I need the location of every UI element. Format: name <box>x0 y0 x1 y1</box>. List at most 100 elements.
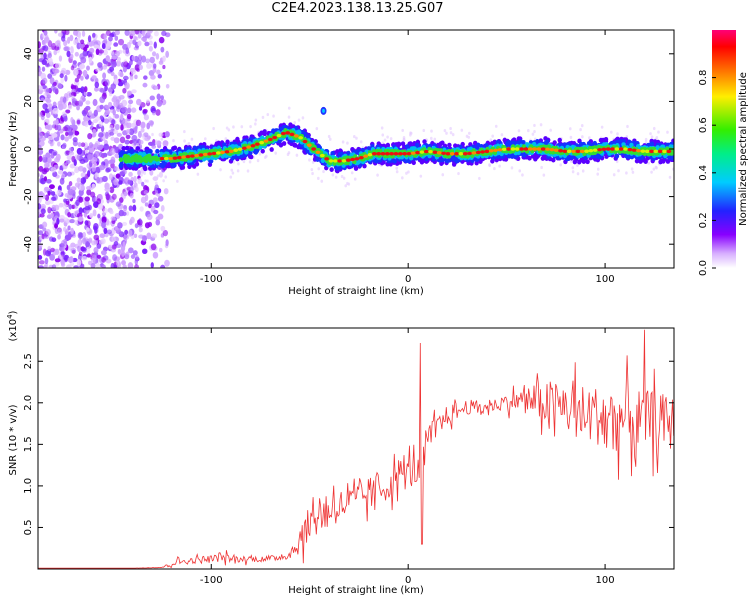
ridge-core <box>207 152 213 156</box>
noise-speckle <box>131 55 136 61</box>
isolated-blob-core <box>322 108 325 113</box>
noise-speckle <box>70 227 74 235</box>
ridge-core <box>597 147 602 152</box>
noise-speckle <box>45 88 52 93</box>
noise-speckle <box>47 135 54 141</box>
noise-speckle <box>145 58 151 64</box>
y-tick-label: 20 <box>23 95 34 108</box>
ridge-core <box>614 147 620 151</box>
noise-speckle <box>51 264 57 268</box>
faint-speckle <box>355 136 358 140</box>
noise-speckle <box>55 153 61 161</box>
noise-speckle <box>144 194 149 202</box>
ridge-core <box>215 151 221 155</box>
faint-speckle <box>315 127 319 131</box>
ridge-mark <box>543 140 548 146</box>
faint-speckle <box>644 137 648 142</box>
ridge-mark <box>400 141 406 147</box>
faint-speckle <box>131 142 135 147</box>
noise-speckle <box>49 253 55 261</box>
ridge-mark <box>118 163 123 169</box>
noise-speckle <box>72 60 77 65</box>
ridge-mark <box>269 147 274 152</box>
faint-speckle <box>231 171 235 175</box>
noise-speckle <box>137 219 141 225</box>
ridge-core <box>657 149 663 154</box>
ridge-mark <box>533 156 538 162</box>
noise-speckle <box>91 254 97 261</box>
faint-speckle <box>422 128 426 133</box>
ridge-mark <box>235 136 240 142</box>
noise-speckle <box>60 134 65 141</box>
noise-speckle <box>132 198 136 204</box>
ridge-mark <box>431 156 436 162</box>
faint-speckle <box>494 124 498 128</box>
noise-speckle <box>91 75 97 80</box>
faint-speckle <box>609 130 613 134</box>
ridge-core <box>254 142 260 146</box>
noise-speckle <box>128 229 133 237</box>
faint-speckle <box>183 129 186 134</box>
faint-speckle <box>322 169 325 174</box>
snr-frame <box>37 327 675 570</box>
ridge-core <box>662 149 667 154</box>
noise-speckle <box>151 110 156 116</box>
faint-speckle <box>652 167 656 171</box>
noise-speckle <box>69 53 74 60</box>
ridge-mark <box>511 140 516 146</box>
ridge-mark <box>244 149 249 155</box>
noise-speckle <box>130 176 134 182</box>
faint-speckle <box>381 133 385 137</box>
noise-speckle <box>155 109 161 116</box>
noise-speckle <box>151 84 156 89</box>
noise-speckle <box>62 255 68 261</box>
ridge-mark <box>225 139 230 145</box>
noise-speckle <box>84 206 91 211</box>
noise-speckle <box>57 32 64 37</box>
noise-speckle <box>70 83 75 90</box>
snr-multiplier: (x104) <box>6 310 19 341</box>
ridge-core <box>376 152 382 156</box>
faint-speckle <box>254 122 257 126</box>
ridge-mark <box>468 142 473 147</box>
ridge-core <box>324 157 330 161</box>
noise-speckle <box>98 120 104 128</box>
noise-speckle <box>85 173 89 180</box>
noise-speckle <box>113 78 119 86</box>
faint-speckle <box>162 179 165 183</box>
noise-speckle <box>109 186 115 194</box>
ridge-core <box>601 147 607 151</box>
ridge-core <box>484 149 490 154</box>
noise-speckle <box>93 44 100 49</box>
noise-speckle <box>99 151 103 158</box>
y-tick-label: 1.5 <box>23 436 34 452</box>
colorbar-tick-label: 0.0 <box>698 260 709 276</box>
ridge-core <box>445 152 451 156</box>
noise-speckle <box>160 225 166 232</box>
colorbar-tick-label: 0.2 <box>698 212 709 228</box>
noise-speckle <box>93 239 99 245</box>
noise-speckle <box>38 132 44 139</box>
noise-speckle <box>146 63 152 69</box>
faint-speckle <box>489 138 493 142</box>
ridge-core <box>172 156 178 160</box>
ridge-core <box>462 152 468 156</box>
ridge-mark <box>586 141 592 146</box>
ridge-mark <box>135 146 141 151</box>
noise-speckle <box>92 209 97 217</box>
noise-speckle <box>153 31 159 37</box>
noise-speckle <box>130 216 135 224</box>
noise-speckle <box>89 213 94 218</box>
noise-speckle <box>88 56 93 64</box>
noise-speckle <box>47 245 52 252</box>
noise-speckle <box>83 46 88 52</box>
faint-speckle <box>510 166 514 170</box>
noise-speckle <box>115 50 120 57</box>
ridge-core <box>441 151 447 155</box>
noise-speckle <box>66 171 72 177</box>
ridge-core <box>211 151 217 156</box>
noise-speckle <box>141 55 147 63</box>
noise-speckle <box>137 130 142 139</box>
faint-speckle <box>359 140 363 144</box>
